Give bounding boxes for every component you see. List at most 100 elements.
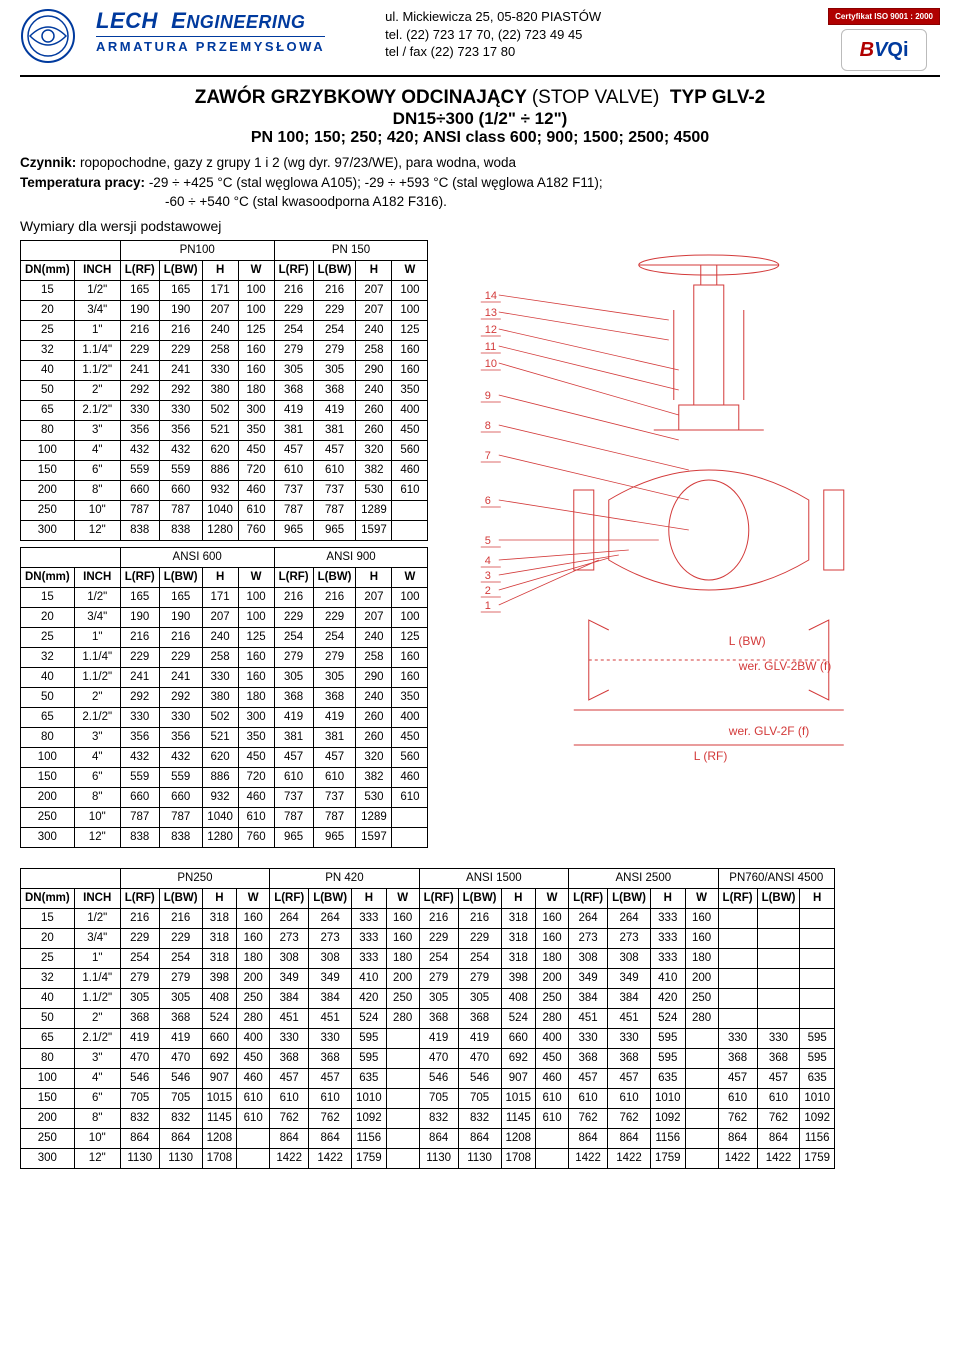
table-cell: 229 xyxy=(274,300,313,320)
table-cell: 32 xyxy=(21,647,75,667)
title-line2: DN15÷300 (1/2" ÷ 12") xyxy=(20,109,940,129)
table-cell: 4" xyxy=(74,440,120,460)
table-cell: 264 xyxy=(309,908,352,928)
table-cell: 330 xyxy=(159,400,202,420)
table-row: 803"470470692450368368595470470692450368… xyxy=(21,1048,835,1068)
table-cell: 2" xyxy=(74,380,120,400)
table-cell: 450 xyxy=(238,747,274,767)
table-cell: 457 xyxy=(309,1068,352,1088)
table-cell: 460 xyxy=(392,460,428,480)
table-cell: 229 xyxy=(458,928,501,948)
table-cell: 40 xyxy=(21,360,75,380)
table-cell: 250 xyxy=(21,1128,75,1148)
table-cell xyxy=(392,827,428,847)
table-cell: 610 xyxy=(536,1108,569,1128)
diagram-callout: 6 xyxy=(485,495,491,507)
table-cell: 457 xyxy=(608,1068,651,1088)
page-header: LECH ENGINEERING ARMATURA PRZEMYSŁOWA ul… xyxy=(20,8,940,77)
table-cell: 240 xyxy=(356,627,392,647)
table-cell: 254 xyxy=(313,320,356,340)
table-cell: 330 xyxy=(309,1028,352,1048)
table-cell: 216 xyxy=(159,908,202,928)
table-cell: 762 xyxy=(569,1108,608,1128)
table-cell: 100 xyxy=(21,747,75,767)
table-cell: 502 xyxy=(202,707,238,727)
table-cell: 595 xyxy=(650,1028,685,1048)
table-cell: 318 xyxy=(202,928,237,948)
table-cell: 207 xyxy=(202,300,238,320)
table-cell: 381 xyxy=(274,727,313,747)
table-cell: 330 xyxy=(718,1028,757,1048)
table-row: 25010"78778710406107877871289 xyxy=(21,807,428,827)
table-cell: 216 xyxy=(458,908,501,928)
table-row: 203/4"190190207100229229207100 xyxy=(21,607,428,627)
table-cell: 280 xyxy=(237,1008,270,1028)
table-cell xyxy=(685,1048,718,1068)
table-cell: 216 xyxy=(120,908,159,928)
table-cell: 1708 xyxy=(501,1148,536,1168)
table-cell: 420 xyxy=(650,988,685,1008)
table-cell: 165 xyxy=(159,280,202,300)
table-cell: 330 xyxy=(569,1028,608,1048)
table-cell: 160 xyxy=(392,667,428,687)
table-cell: 457 xyxy=(274,440,313,460)
table-row: 803"356356521350381381260450 xyxy=(21,727,428,747)
table-cell: 382 xyxy=(356,767,392,787)
table-row: 803"356356521350381381260450 xyxy=(21,420,428,440)
table-cell: 200 xyxy=(237,968,270,988)
table-cell: 125 xyxy=(392,320,428,340)
table-cell: 280 xyxy=(386,1008,419,1028)
table-cell: 907 xyxy=(202,1068,237,1088)
table-cell: 524 xyxy=(501,1008,536,1028)
table-cell: 864 xyxy=(159,1128,202,1148)
table-cell: 398 xyxy=(501,968,536,988)
table-cell xyxy=(685,1088,718,1108)
diagram-callout: 11 xyxy=(485,341,496,353)
table-cell: 80 xyxy=(21,420,75,440)
table-cell: 2.1/2" xyxy=(74,1028,120,1048)
table-row: 1004"432432620450457457320560 xyxy=(21,440,428,460)
table-cell: 125 xyxy=(392,627,428,647)
table-cell: 15 xyxy=(21,587,75,607)
table-row: 321.1/4"229229258160279279258160 xyxy=(21,340,428,360)
table-cell: 50 xyxy=(21,687,75,707)
table-cell xyxy=(718,908,757,928)
table-cell: 273 xyxy=(309,928,352,948)
table-cell: 832 xyxy=(120,1108,159,1128)
table-cell: 264 xyxy=(569,908,608,928)
table-cell: 1289 xyxy=(356,807,392,827)
table-cell: 932 xyxy=(202,787,238,807)
table-cell: 692 xyxy=(202,1048,237,1068)
table-cell: 720 xyxy=(238,767,274,787)
table-cell: 368 xyxy=(309,1048,352,1068)
iso-cert-badge: Certyfikat ISO 9001 : 2000 xyxy=(828,8,940,25)
table-cell: 229 xyxy=(313,607,356,627)
table-cell: 595 xyxy=(800,1048,835,1068)
table-cell: 610 xyxy=(757,1088,800,1108)
table-cell: 419 xyxy=(313,707,356,727)
table-cell: 450 xyxy=(536,1048,569,1068)
table-cell: 451 xyxy=(569,1008,608,1028)
table-cell: 50 xyxy=(21,1008,75,1028)
table-cell xyxy=(386,1148,419,1168)
table-cell: 1.1/4" xyxy=(74,968,120,988)
table-cell: 160 xyxy=(386,928,419,948)
table-cell: 1422 xyxy=(309,1148,352,1168)
table-cell: 240 xyxy=(356,687,392,707)
table-cell: 886 xyxy=(202,460,238,480)
table-cell: 432 xyxy=(120,440,159,460)
table-cell: 450 xyxy=(237,1048,270,1068)
table-cell: 229 xyxy=(159,647,202,667)
table-cell xyxy=(392,520,428,540)
table-cell: 381 xyxy=(313,727,356,747)
table-cell: 80 xyxy=(21,1048,75,1068)
table-cell: 559 xyxy=(120,767,159,787)
table-row: 30012"1130113017081422142217591130113017… xyxy=(21,1148,835,1168)
table-cell: 864 xyxy=(718,1128,757,1148)
table-cell: 160 xyxy=(386,908,419,928)
table-cell xyxy=(757,928,800,948)
table-cell: 610 xyxy=(274,460,313,480)
table-cell: 762 xyxy=(757,1108,800,1128)
table-cell: 180 xyxy=(685,948,718,968)
table-cell: 330 xyxy=(120,707,159,727)
